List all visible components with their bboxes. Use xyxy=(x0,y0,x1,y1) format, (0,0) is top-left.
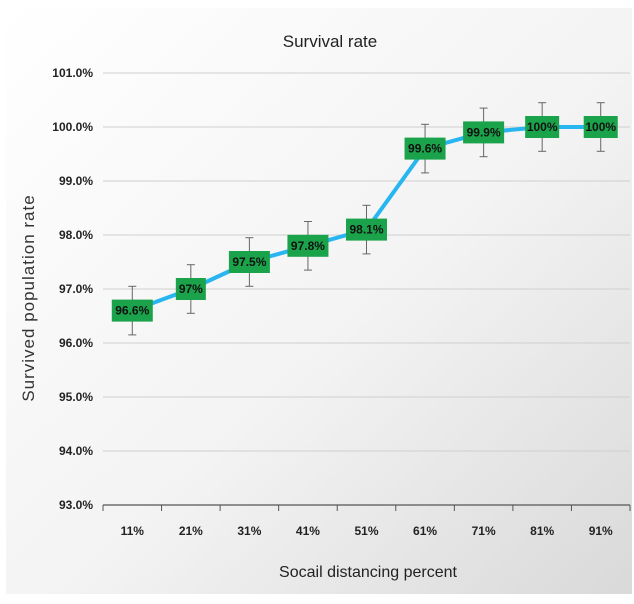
data-label-box xyxy=(228,251,270,273)
x-tick-label: 11% xyxy=(121,524,145,538)
chart-title: Survival rate xyxy=(283,32,377,51)
y-tick-label: 97.0% xyxy=(59,282,93,296)
x-tick-label: 41% xyxy=(296,524,320,538)
data-label-box xyxy=(346,218,387,241)
y-tick-label: 101.0% xyxy=(52,66,93,80)
data-label: 100% xyxy=(585,120,616,134)
x-tick-label: 91% xyxy=(589,524,613,538)
x-tick-label: 61% xyxy=(413,524,437,538)
data-label-box xyxy=(175,278,206,300)
data-label: 98.1% xyxy=(349,223,383,237)
chart-background xyxy=(6,8,632,594)
data-label-box xyxy=(583,116,618,138)
data-label-box xyxy=(287,234,329,257)
y-tick-label: 94.0% xyxy=(59,444,93,458)
x-tick-label: 71% xyxy=(472,524,496,538)
data-label: 99.6% xyxy=(408,142,442,156)
data-label: 97% xyxy=(179,282,203,296)
y-tick-label: 100.0% xyxy=(52,120,93,134)
y-tick-label: 99.0% xyxy=(59,174,93,188)
data-label: 99.9% xyxy=(467,125,501,139)
data-layer: 96.6% 97% 97.5% 97.8% 98.1% 99.6% 99.9% 100% 100… xyxy=(111,102,618,336)
data-label-box xyxy=(404,137,446,160)
data-label: 97.8% xyxy=(291,239,325,253)
x-tick-label: 21% xyxy=(179,524,203,538)
x-tick-label: 31% xyxy=(237,524,261,538)
y-tick-label: 98.0% xyxy=(59,228,93,242)
data-label: 97.5% xyxy=(232,255,266,269)
y-tick-label: 95.0% xyxy=(59,390,93,404)
y-tick-label: 96.0% xyxy=(59,336,93,350)
x-tick-label: 81% xyxy=(530,524,554,538)
y-axis-label: Survived population rate xyxy=(19,194,38,401)
x-tick-label: 51% xyxy=(354,524,378,538)
x-axis-label: Socail distancing percent xyxy=(279,564,457,581)
axis-layer: 93.0% 94.0% 95.0% 96.0% 97.0% 98.0% 99.0% 100.0… xyxy=(52,66,631,538)
data-label-box xyxy=(463,121,505,144)
y-tick-label: 93.0% xyxy=(59,498,93,512)
data-label: 100% xyxy=(527,120,558,134)
data-label: 96.6% xyxy=(115,304,149,318)
data-label-box xyxy=(525,116,560,138)
data-label-box xyxy=(111,299,153,322)
